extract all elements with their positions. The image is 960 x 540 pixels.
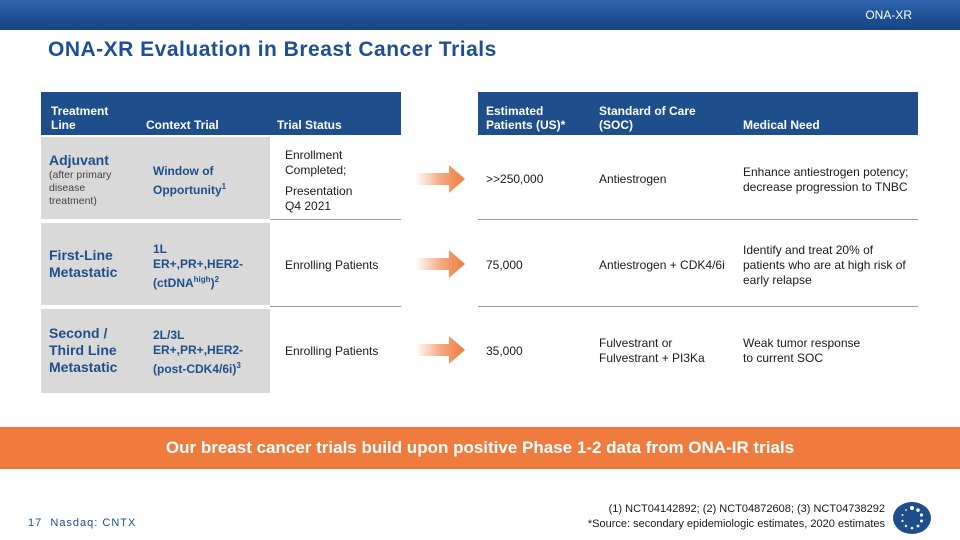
row2-need-3: early relapse xyxy=(743,273,812,287)
row1-need-1: Enhance antiestrogen potency; xyxy=(743,165,909,179)
row3-context-sup: 3 xyxy=(236,361,241,370)
row1-line-sub-1: (after primary xyxy=(49,169,112,181)
brand-label: ONA-XR xyxy=(865,8,912,22)
row1-need-2: decrease progression to TNBC xyxy=(743,180,908,194)
row3-line-title-1: Second / xyxy=(49,325,108,341)
page-number: 17 xyxy=(28,517,43,529)
header-medical-need: Medical Need xyxy=(743,118,820,132)
row3-treatment-line: Second / Third Line Metastatic xyxy=(49,325,144,376)
row3-soc-2: Fulvestrant + PI3Ka xyxy=(599,351,705,365)
row2-line-title-1: First-Line xyxy=(49,247,113,263)
row3-gray-cell xyxy=(41,309,270,393)
row2-context-2: ER+,PR+,HER2- xyxy=(153,257,244,271)
header-patients-2: Patients (US)* xyxy=(486,118,566,132)
row2-treatment-line: First-Line Metastatic xyxy=(49,247,144,281)
row2-soc: Antiestrogen + CDK4/6i xyxy=(599,258,725,272)
row3-need-2: to current SOC xyxy=(743,351,824,365)
row3-soc: Fulvestrant or Fulvestrant + PI3Ka xyxy=(599,336,739,366)
row1-status-3: Presentation xyxy=(285,184,353,198)
row1-line-title: Adjuvant xyxy=(49,152,109,168)
row2-context-tail: ) xyxy=(210,276,215,290)
row3-need-1: Weak tumor response xyxy=(743,336,861,350)
row3-context-1: 2L/3L xyxy=(153,328,185,342)
header-treatment-line-2: Line xyxy=(51,118,76,132)
header-trial-status: Trial Status xyxy=(277,118,342,132)
page-title: ONA-XR Evaluation in Breast Cancer Trial… xyxy=(48,38,497,61)
row1-gray-cell xyxy=(41,137,270,219)
summary-banner: Our breast cancer trials build upon posi… xyxy=(0,427,960,469)
row2-context-trial: 1L ER+,PR+,HER2- (ctDNAhigh)2 xyxy=(153,242,268,291)
row1-soc: Antiestrogen xyxy=(599,172,667,186)
row2-separator-right xyxy=(478,306,918,307)
header-treatment-line-1: Treatment xyxy=(51,104,109,118)
row1-treatment-line: Adjuvant (after primary disease treatmen… xyxy=(49,152,139,208)
header-context-trial: Context Trial xyxy=(146,118,219,132)
row1-context-trial: Window of Opportunity1 xyxy=(153,164,268,198)
row2-arrow-icon xyxy=(415,250,465,278)
row1-context-1: Window of xyxy=(153,164,214,178)
row2-context-3: (ctDNA xyxy=(153,276,194,290)
row3-patients: 35,000 xyxy=(486,344,523,358)
row2-need-2: patients who are at high risk of xyxy=(743,258,906,272)
row3-trial-status: Enrolling Patients xyxy=(285,344,379,358)
row1-context-sup: 1 xyxy=(221,182,227,191)
row2-trial-status: Enrolling Patients xyxy=(285,258,379,272)
row2-context-sup: 2 xyxy=(214,275,220,284)
row1-context-2: Opportunity xyxy=(153,183,222,197)
row1-status-1: Enrollment xyxy=(285,148,343,162)
row2-context-sup-high: high xyxy=(193,275,211,284)
row2-patients: 75,000 xyxy=(486,258,523,272)
header-patients-1: Estimated xyxy=(486,104,544,118)
row2-need-1: Identify and treat 20% of xyxy=(743,243,874,257)
row1-status-2: Completed; xyxy=(285,163,347,177)
row1-line-sub-3: treatment) xyxy=(49,195,97,207)
row1-patients: >>250,000 xyxy=(486,172,544,186)
header-soc-2: (SOC) xyxy=(599,118,633,132)
row2-line-title-2: Metastatic xyxy=(49,264,118,280)
footer-left: 17 Nasdaq: CNTX xyxy=(28,517,136,529)
row1-status-4: Q4 2021 xyxy=(285,199,332,213)
right-table-header: Estimated Patients (US)* Standard of Car… xyxy=(478,92,918,135)
row1-medical-need: Enhance antiestrogen potency; decrease p… xyxy=(743,165,918,195)
row3-soc-1: Fulvestrant or xyxy=(599,336,673,350)
row3-context-3: (post-CDK4/6i) xyxy=(153,362,237,376)
row1-separator-right xyxy=(478,219,918,220)
header-soc: Standard of Care (SOC) xyxy=(599,104,696,132)
header-treatment-line: Treatment Line xyxy=(51,104,108,132)
ticker-label: Nasdaq: CNTX xyxy=(50,517,137,529)
row3-line-title-2: Third Line xyxy=(49,342,117,358)
row3-line-title-3: Metastatic xyxy=(49,359,118,375)
row2-separator-left xyxy=(270,306,401,307)
footnote-refs: (1) NCT04142892; (2) NCT04872608; (3) NC… xyxy=(608,503,885,515)
left-table-header: Treatment Line Context Trial Trial Statu… xyxy=(41,92,401,135)
row3-context-trial: 2L/3L ER+,PR+,HER2- (post-CDK4/6i)3 xyxy=(153,328,268,377)
row2-context-1: 1L xyxy=(153,242,168,256)
row1-trial-status: Enrollment Completed; Presentation Q4 20… xyxy=(285,148,395,214)
top-bar: ONA-XR xyxy=(0,0,960,30)
row2-medical-need: Identify and treat 20% of patients who a… xyxy=(743,243,918,288)
header-soc-1: Standard of Care xyxy=(599,104,696,118)
row2-gray-cell xyxy=(41,223,270,305)
footnotes: (1) NCT04142892; (2) NCT04872608; (3) NC… xyxy=(588,502,885,532)
header-patients: Estimated Patients (US)* xyxy=(486,104,565,132)
company-logo-icon xyxy=(893,502,931,534)
row1-separator-left xyxy=(270,219,401,220)
row3-arrow-icon xyxy=(415,336,465,364)
row1-arrow-icon xyxy=(415,165,465,193)
row3-context-2: ER+,PR+,HER2- xyxy=(153,343,244,357)
row1-line-sub-2: disease xyxy=(49,182,86,194)
row3-medical-need: Weak tumor response to current SOC xyxy=(743,336,918,366)
footnote-source: *Source: secondary epidemiologic estimat… xyxy=(587,518,885,530)
